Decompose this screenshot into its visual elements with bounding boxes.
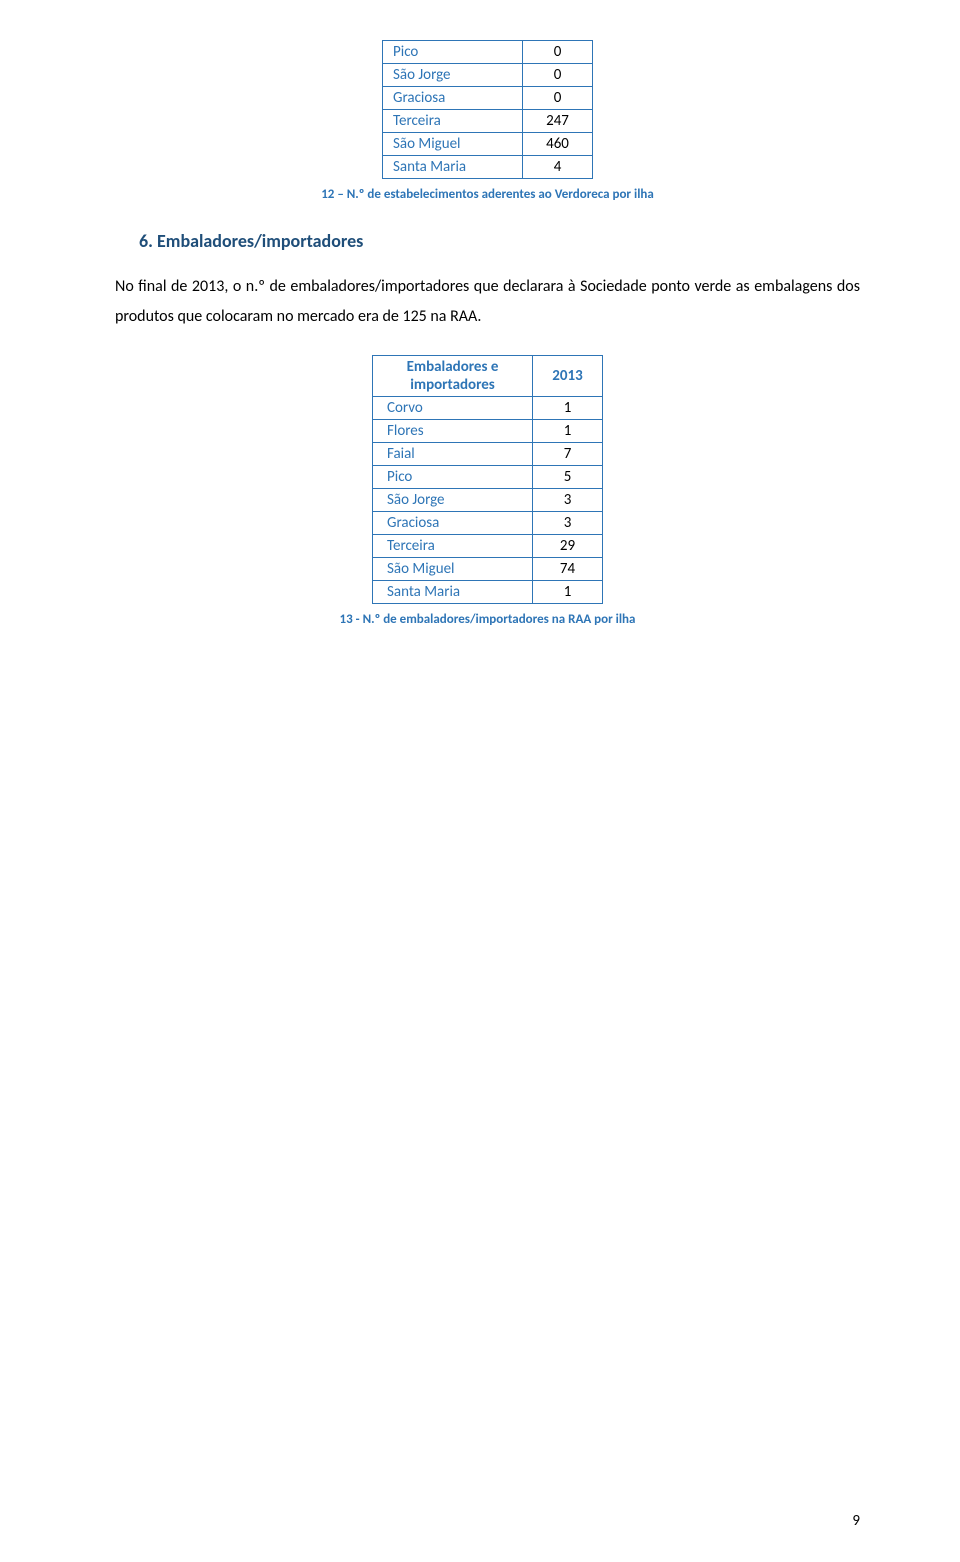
- header-left: Embaladores e importadores: [373, 355, 533, 396]
- table-row: Pico5: [373, 465, 603, 488]
- header-right: 2013: [533, 355, 603, 396]
- value-cell: 29: [533, 534, 603, 557]
- table-row: Santa Maria4: [383, 156, 593, 179]
- island-cell: São Jorge: [373, 488, 533, 511]
- island-cell: São Miguel: [373, 557, 533, 580]
- island-cell: Terceira: [373, 534, 533, 557]
- table-row: Terceira247: [383, 110, 593, 133]
- island-cell: Graciosa: [373, 511, 533, 534]
- table-row: Graciosa3: [373, 511, 603, 534]
- section-number: 6.: [139, 230, 153, 252]
- island-cell: Pico: [383, 41, 523, 64]
- island-cell: Santa Maria: [373, 580, 533, 603]
- island-cell: Pico: [373, 465, 533, 488]
- table-header-row: Embaladores e importadores2013: [373, 355, 603, 396]
- island-cell: São Jorge: [383, 64, 523, 87]
- value-cell: 247: [523, 110, 593, 133]
- island-cell: Santa Maria: [383, 156, 523, 179]
- table1-caption: 12 – N.º de estabelecimentos aderentes a…: [115, 187, 860, 202]
- table-row: São Miguel460: [383, 133, 593, 156]
- table-row: São Miguel74: [373, 557, 603, 580]
- table-row: São Jorge3: [373, 488, 603, 511]
- table-row: Graciosa0: [383, 87, 593, 110]
- table-row: Flores1: [373, 419, 603, 442]
- value-cell: 0: [523, 41, 593, 64]
- value-cell: 5: [533, 465, 603, 488]
- page-number: 9: [852, 1512, 860, 1530]
- island-cell: Graciosa: [383, 87, 523, 110]
- value-cell: 1: [533, 580, 603, 603]
- island-cell: Corvo: [373, 396, 533, 419]
- section-title: Embaladores/importadores: [157, 230, 363, 252]
- value-cell: 74: [533, 557, 603, 580]
- island-cell: Flores: [373, 419, 533, 442]
- body-paragraph: No final de 2013, o n.º de embaladores/i…: [115, 272, 860, 333]
- value-cell: 0: [523, 64, 593, 87]
- value-cell: 1: [533, 419, 603, 442]
- value-cell: 7: [533, 442, 603, 465]
- table-row: Faial7: [373, 442, 603, 465]
- table-row: Terceira29: [373, 534, 603, 557]
- island-cell: Faial: [373, 442, 533, 465]
- table-row: São Jorge0: [383, 64, 593, 87]
- value-cell: 1: [533, 396, 603, 419]
- island-cell: Terceira: [383, 110, 523, 133]
- table-embaladores: Embaladores e importadores2013Corvo1Flor…: [372, 355, 603, 604]
- table-row: Corvo1: [373, 396, 603, 419]
- table2-caption: 13 - N.º de embaladores/importadores na …: [115, 612, 860, 627]
- value-cell: 0: [523, 87, 593, 110]
- value-cell: 3: [533, 511, 603, 534]
- section-heading: 6. Embaladores/importadores: [139, 230, 860, 252]
- island-cell: São Miguel: [383, 133, 523, 156]
- value-cell: 3: [533, 488, 603, 511]
- table-row: Santa Maria1: [373, 580, 603, 603]
- value-cell: 460: [523, 133, 593, 156]
- value-cell: 4: [523, 156, 593, 179]
- table-verdoreca: Pico0São Jorge0Graciosa0Terceira247São M…: [382, 40, 593, 179]
- table-row: Pico0: [383, 41, 593, 64]
